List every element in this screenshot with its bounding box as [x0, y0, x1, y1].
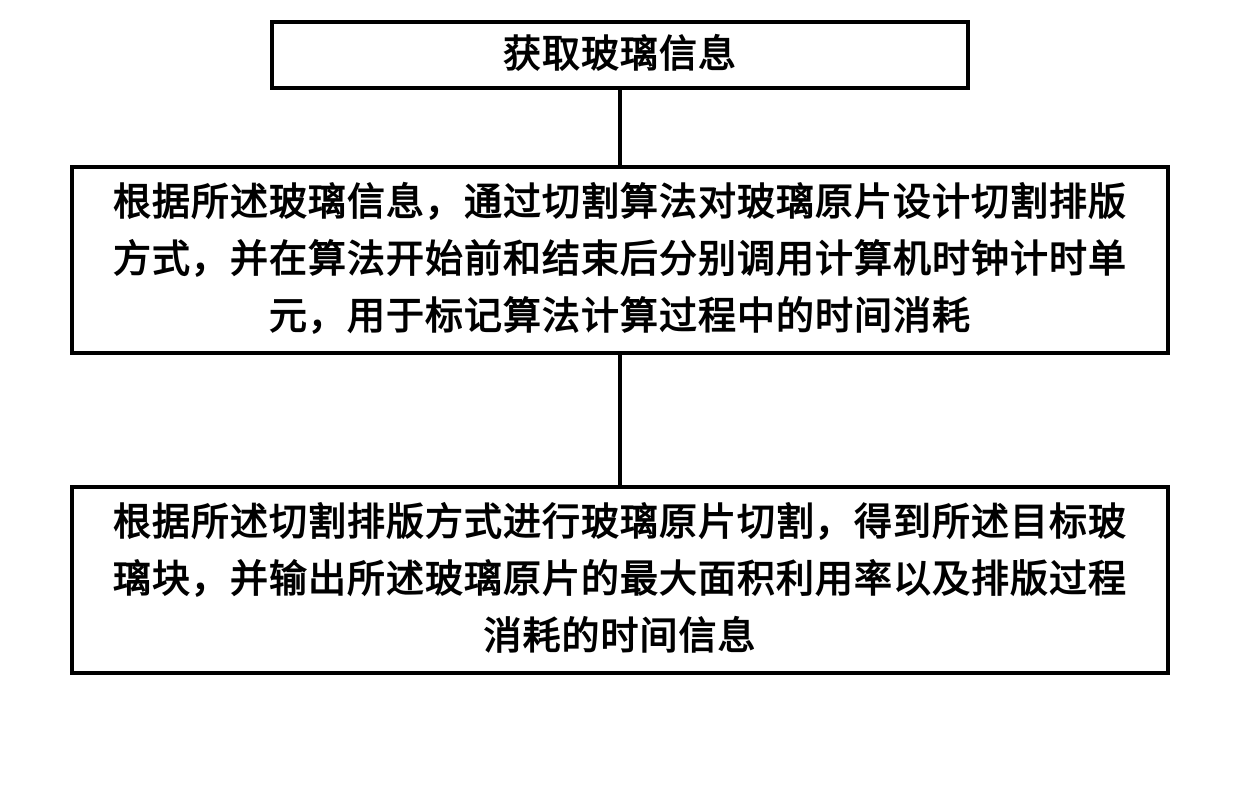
flowchart-step-1: 获取玻璃信息 [270, 20, 970, 90]
step-2-text: 根据所述玻璃信息，通过切割算法对玻璃原片设计切割排版方式，并在算法开始前和结束后… [104, 175, 1136, 346]
step-3-text: 根据所述切割排版方式进行玻璃原片切割，得到所述目标玻璃块，并输出所述玻璃原片的最… [104, 495, 1136, 666]
connector-1-2 [618, 90, 622, 165]
flowchart-container: 获取玻璃信息 根据所述玻璃信息，通过切割算法对玻璃原片设计切割排版方式，并在算法… [70, 20, 1170, 675]
flowchart-step-2: 根据所述玻璃信息，通过切割算法对玻璃原片设计切割排版方式，并在算法开始前和结束后… [70, 165, 1170, 355]
step-1-text: 获取玻璃信息 [503, 27, 737, 84]
connector-2-3 [618, 355, 622, 485]
flowchart-step-3: 根据所述切割排版方式进行玻璃原片切割，得到所述目标玻璃块，并输出所述玻璃原片的最… [70, 485, 1170, 675]
